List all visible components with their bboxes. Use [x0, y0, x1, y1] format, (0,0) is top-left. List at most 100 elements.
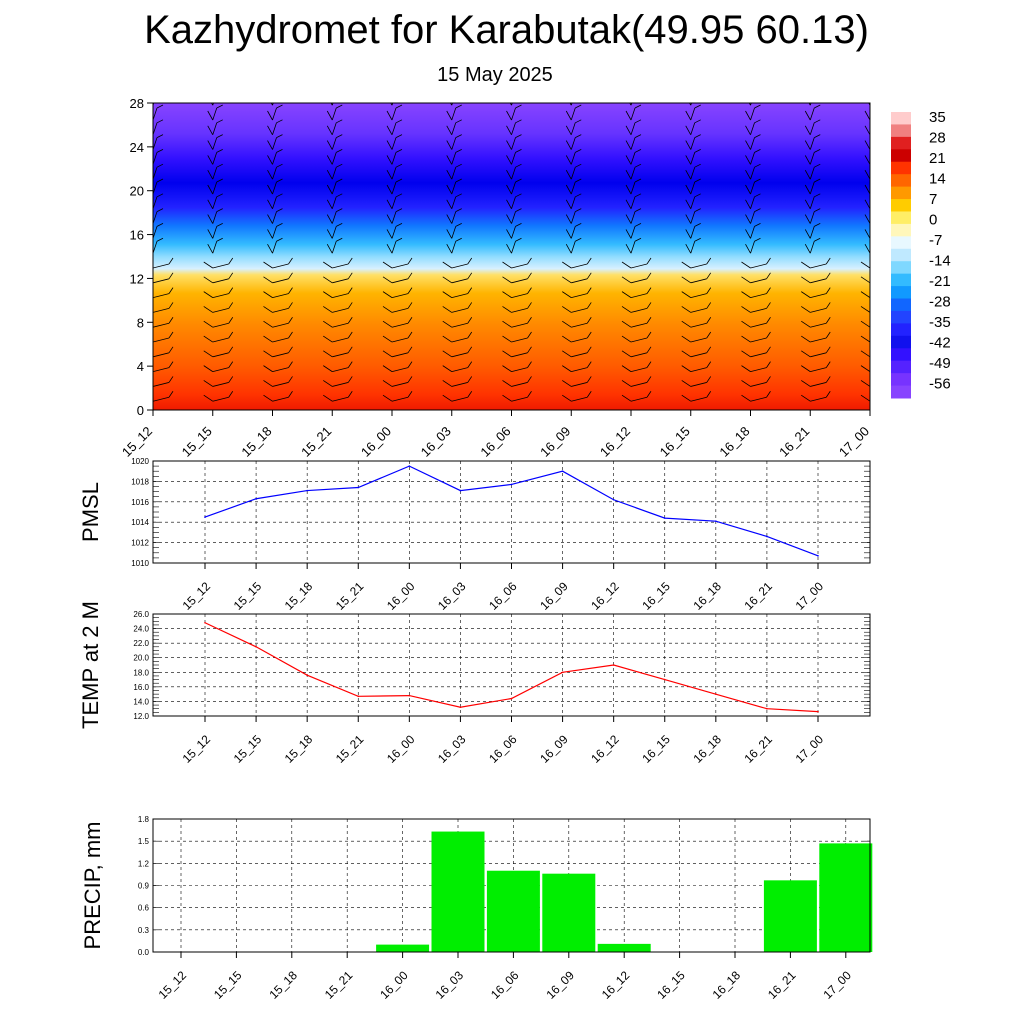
precip-bar [542, 873, 596, 952]
pmsl-xtick-label: 16_09 [537, 579, 571, 613]
temp-xtick-label: 16_06 [486, 732, 520, 766]
colorbar-segment [891, 348, 911, 362]
wind-barb [442, 346, 473, 358]
wind-barb [153, 316, 174, 328]
wind-barb [323, 376, 353, 387]
colorbar-segment [891, 199, 911, 212]
temp-ytick-label: 16.0 [133, 683, 149, 692]
precip-ytick-label: 1.2 [138, 859, 150, 868]
wind-barb [801, 346, 831, 358]
wind-barb [741, 257, 771, 269]
wind-barb [681, 287, 712, 299]
temp-xtick-label: 16_18 [690, 732, 724, 766]
wind-barb [446, 163, 462, 180]
wind-barb [621, 257, 652, 269]
pmsl-point [306, 489, 308, 492]
wind-barb [386, 208, 403, 224]
temp-point [612, 664, 615, 666]
wind-barb [745, 208, 761, 224]
wind-barb [267, 104, 283, 121]
wind-barb [502, 361, 532, 373]
precip-ytick-label: 1.8 [138, 815, 150, 824]
colorbar-label: -56 [929, 376, 951, 393]
wind-barb [801, 316, 831, 328]
temp-ytick-label: 18.0 [133, 668, 149, 677]
wind-barb [203, 287, 234, 299]
wind-barb [804, 178, 821, 195]
heatmap-xtick-label: 16_12 [597, 424, 633, 460]
wind-barb [860, 320, 870, 328]
wind-barb [625, 149, 642, 165]
wind-barb [868, 103, 870, 106]
wind-barb [741, 376, 771, 387]
wind-barb [801, 272, 831, 284]
pmsl-point [255, 497, 257, 500]
temp-point [663, 678, 666, 681]
wind-barb [442, 316, 473, 328]
precip-xtick-label: 15_15 [211, 968, 245, 1002]
wind-barb [625, 237, 642, 254]
precip-bar [376, 944, 430, 952]
wind-barb [323, 391, 353, 402]
chart-title: Kazhydromet for Karabutak(49.95 60.13) [144, 8, 869, 52]
wind-barb [625, 134, 642, 150]
wind-barb [203, 302, 234, 313]
wind-barb [860, 394, 870, 402]
wind-barb [153, 237, 164, 254]
wind-barb [386, 163, 403, 180]
temp-ytick-label: 24.0 [133, 625, 149, 634]
wind-barb [801, 257, 831, 269]
wind-barb [864, 244, 870, 254]
wind-barb [804, 119, 821, 135]
wind-barbs [153, 103, 870, 402]
wind-barb [745, 193, 761, 209]
pmsl-xtick-label: 15_12 [180, 579, 214, 613]
wind-barb [565, 178, 582, 195]
wind-barb [323, 287, 353, 299]
pmsl-point [510, 483, 513, 486]
heatmap-xtick-label: 16_15 [657, 424, 693, 460]
colorbar-segment [891, 335, 911, 349]
heatmap-xtick-label: 17_00 [836, 424, 872, 460]
precip-xtick-label: 16_03 [433, 968, 467, 1002]
wind-barb [203, 272, 234, 284]
pmsl-point [408, 465, 411, 467]
temp-xtick-label: 15_21 [333, 732, 367, 766]
temp-ytick-label: 14.0 [133, 697, 149, 706]
pmsl-point [715, 520, 717, 522]
heatmap-ytick-label: 12 [130, 271, 144, 286]
wind-barb [741, 346, 771, 358]
wind-barb [382, 316, 413, 328]
pmsl-xtick-label: 17_00 [793, 579, 827, 613]
colorbar-segment [891, 161, 911, 175]
wind-barb [153, 178, 164, 195]
wind-barb [565, 223, 582, 239]
heatmap-xtick-label: 15_12 [119, 424, 155, 460]
wind-barb [864, 125, 870, 135]
wind-barb [625, 208, 642, 224]
heatmap-field [153, 103, 870, 410]
wind-barb [506, 163, 522, 180]
wind-barb [502, 272, 532, 284]
wind-barb [562, 302, 592, 313]
colorbar-segment [891, 261, 911, 275]
wind-barb [326, 208, 343, 224]
precip-xtick-label: 15_21 [322, 968, 356, 1002]
pmsl-xtick-label: 16_21 [742, 579, 776, 613]
wind-barb [741, 302, 771, 313]
heatmap-ytick-label: 4 [137, 359, 144, 374]
wind-barb [745, 223, 761, 239]
wind-barb [207, 208, 223, 224]
wind-barb [681, 302, 712, 313]
precip-xtick-label: 16_12 [599, 968, 633, 1002]
wind-barb [326, 134, 343, 150]
colorbar-segment [891, 186, 911, 200]
wind-barb [685, 163, 701, 180]
wind-barb [502, 331, 532, 343]
wind-barb [801, 376, 831, 387]
wind-barb [506, 193, 522, 209]
heatmap-ytick-label: 28 [130, 96, 144, 111]
wind-barb [864, 214, 870, 224]
wind-barb [207, 223, 223, 239]
